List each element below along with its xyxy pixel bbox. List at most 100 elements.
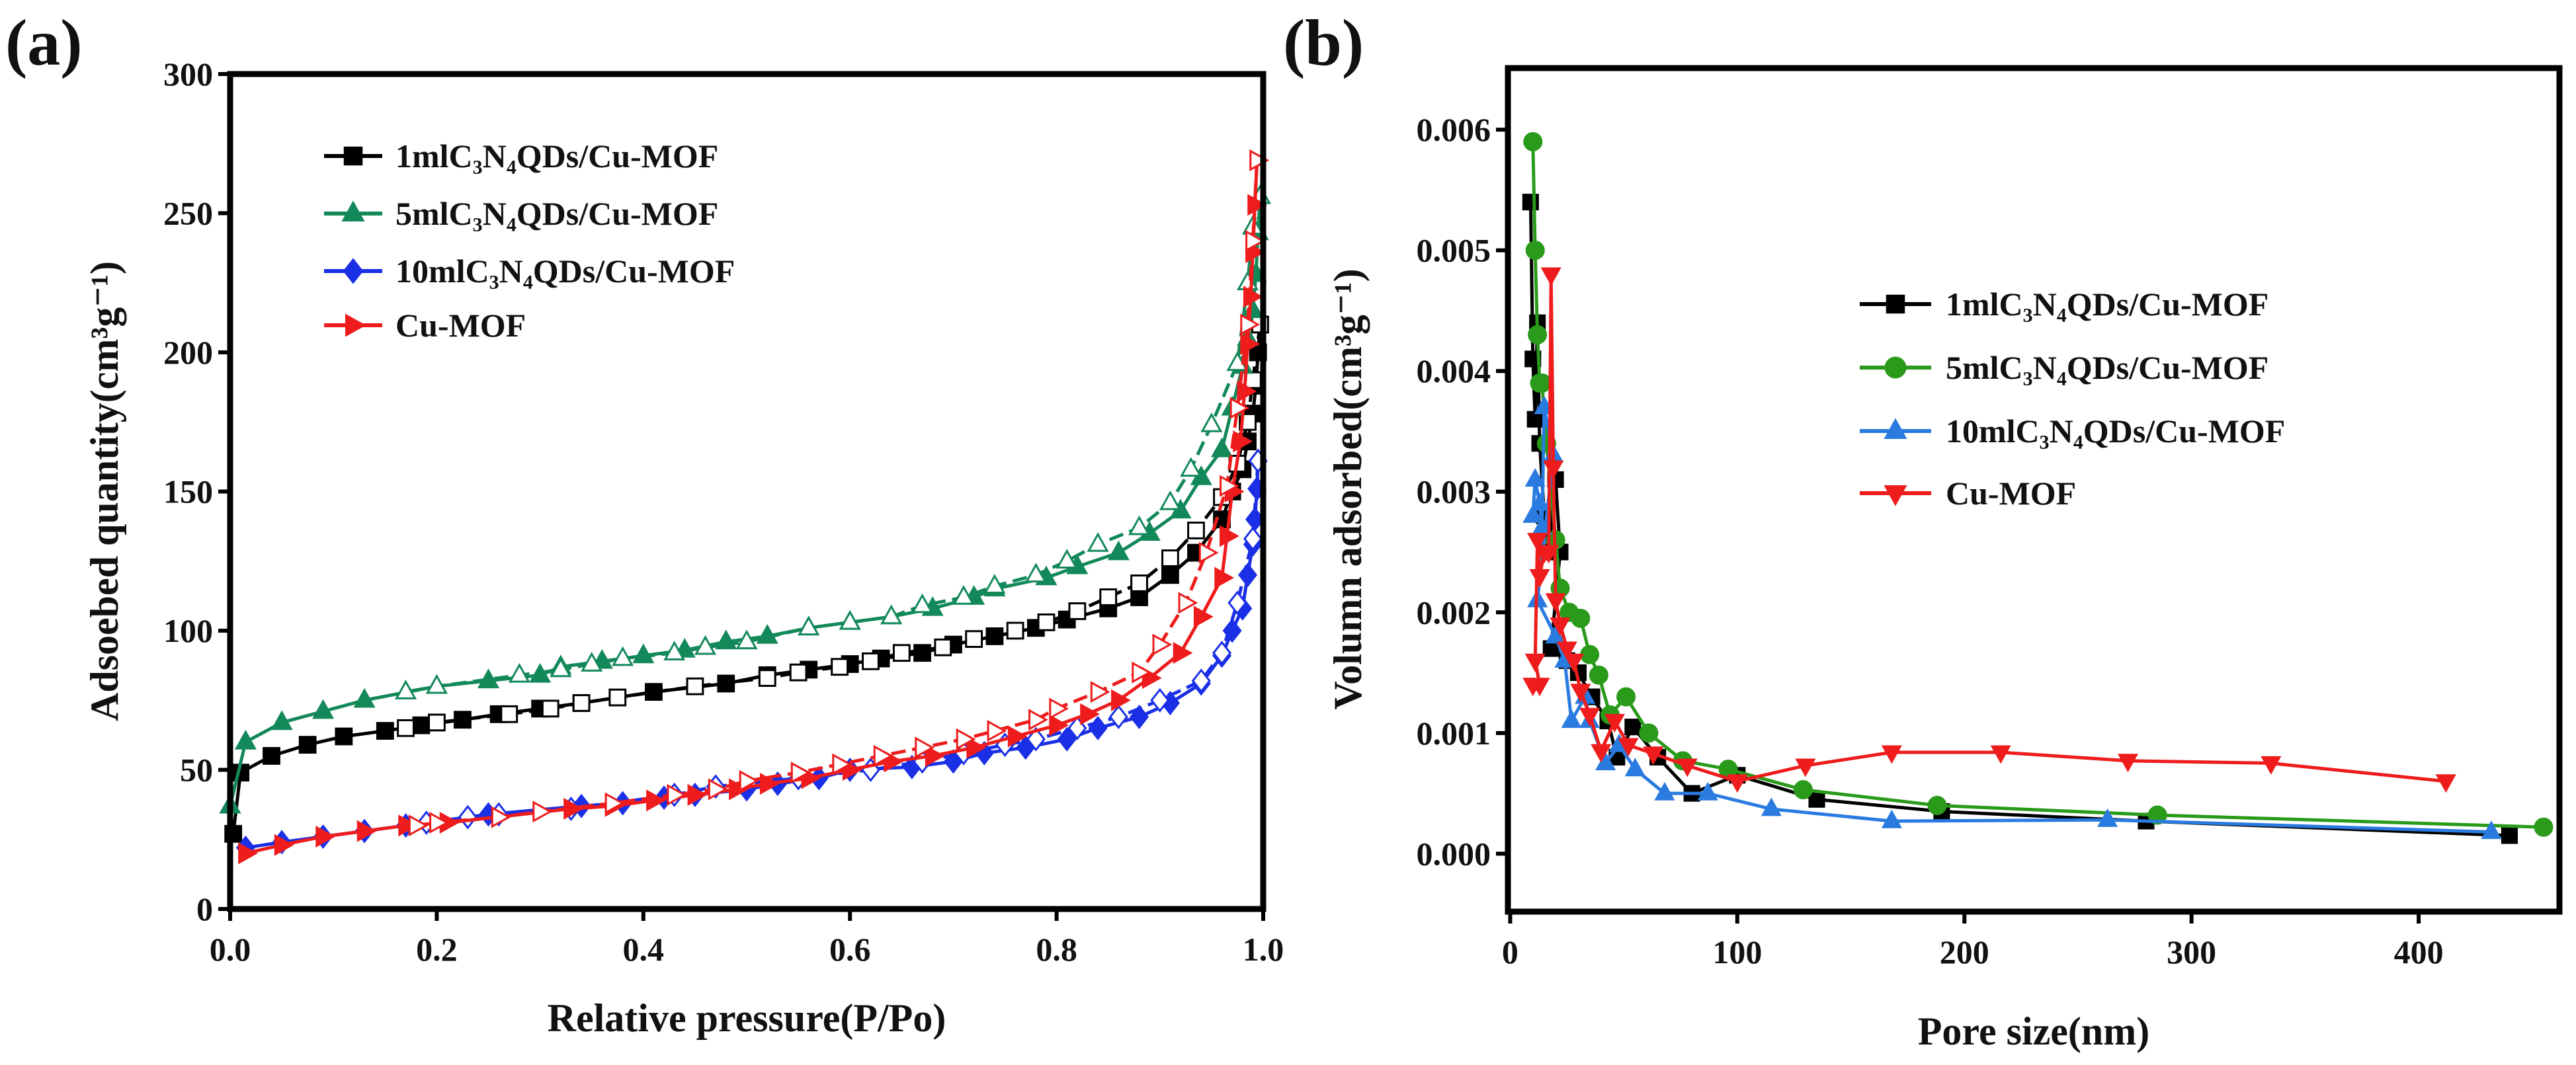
data-point xyxy=(550,657,572,678)
data-point xyxy=(1024,563,1047,583)
data-point xyxy=(1200,412,1223,432)
data-point xyxy=(1591,744,1612,763)
series-5mlc-n-qds-cu-mof-desorption xyxy=(394,184,1271,699)
series-10mlc-n-qds-cu-mof-desorption xyxy=(417,448,1268,836)
data-point xyxy=(572,694,591,712)
data-point xyxy=(1240,313,1261,336)
legend-label: 1mlC₃N₄QDs/Cu-MOF xyxy=(395,138,718,175)
data-point xyxy=(1210,437,1233,457)
legend-label: Cu-MOF xyxy=(395,307,526,344)
series-line xyxy=(415,160,1259,828)
data-point xyxy=(1727,774,1748,793)
data-point xyxy=(1198,541,1219,564)
data-point xyxy=(983,574,1006,594)
data-point xyxy=(1527,533,1548,552)
data-point xyxy=(1550,617,1571,636)
data-point xyxy=(2261,756,2282,775)
data-point xyxy=(1152,633,1173,656)
legend-marker-icon xyxy=(345,313,366,337)
legend-marker-icon xyxy=(343,146,363,166)
data-point xyxy=(1090,681,1110,703)
legend-item: 5mlC₃N₄QDs/Cu-MOF xyxy=(324,195,718,232)
panel-b-axes: 0 100 200 300 400 0.000 0.001 0.002 0.003 0.004 0.… xyxy=(1417,111,2444,970)
legend-marker-icon xyxy=(1884,485,1907,506)
data-point xyxy=(1525,241,1545,260)
data-point xyxy=(1227,590,1247,615)
data-point xyxy=(312,699,335,719)
panel-a-legend: 1mlC₃N₄QDs/Cu-MOF 5mlC₃N₄QDs/Cu-MOF 10mlC₃… xyxy=(324,138,735,344)
y-tick-label: 0.000 xyxy=(1417,835,1491,872)
data-point xyxy=(1178,592,1198,614)
data-point xyxy=(1214,567,1235,589)
y-tick-label: 150 xyxy=(163,473,213,510)
legend-label: 10mlC₃N₄QDs/Cu-MOF xyxy=(1946,413,2285,450)
data-point xyxy=(987,720,1007,742)
data-point xyxy=(1589,665,1608,685)
data-point xyxy=(739,769,759,792)
y-tick-label: 0.001 xyxy=(1417,715,1491,752)
x-tick-label: 0.8 xyxy=(1036,931,1077,968)
data-point xyxy=(1563,653,1585,672)
data-point xyxy=(798,615,820,636)
data-point xyxy=(1540,267,1561,286)
panel-b-legend: 1mlC₃N₄QDs/Cu-MOF 5mlC₃N₄QDs/Cu-MOF 10mlC₃… xyxy=(1860,286,2285,512)
data-point xyxy=(532,801,553,823)
data-point xyxy=(397,719,415,737)
data-point xyxy=(1193,606,1214,628)
data-point xyxy=(1187,522,1205,539)
data-point xyxy=(862,652,880,670)
legend-item: 5mlC₃N₄QDs/Cu-MOF xyxy=(1860,349,2268,386)
data-point xyxy=(1624,758,1645,777)
data-point xyxy=(1881,809,1902,828)
series-10mlc-n-qds-cu-mof-adsorption xyxy=(235,448,1268,860)
data-point xyxy=(735,629,758,650)
data-point xyxy=(458,805,478,830)
series-line xyxy=(1531,407,2492,834)
data-point xyxy=(356,820,377,842)
panel-b-y-axis-title: Volumn adsorbed(cm³g⁻¹) xyxy=(1326,268,1370,709)
legend-item: 1mlC₃N₄QDs/Cu-MOF xyxy=(324,138,718,175)
data-point xyxy=(1107,540,1130,561)
x-tick-label: 0.4 xyxy=(623,931,665,968)
series-1mlc-n-qds-cu-mof-desorption xyxy=(397,315,1269,737)
data-point xyxy=(1528,325,1548,344)
data-point xyxy=(1571,608,1591,628)
data-point xyxy=(1111,689,1131,711)
data-point xyxy=(1243,371,1262,389)
data-point xyxy=(708,778,728,801)
panel-a-label: (a) xyxy=(5,6,83,79)
data-point xyxy=(1618,738,1639,757)
data-point xyxy=(925,744,945,767)
data-point xyxy=(1881,745,1902,764)
data-point xyxy=(234,729,257,750)
data-point xyxy=(1088,715,1108,740)
y-tick-label: 0.005 xyxy=(1417,232,1491,269)
data-point xyxy=(1545,593,1566,612)
panel-a: (a) 0.0 0.2 0.4 0.6 0.8 1.0 0 50 100 150 200 250 300… xyxy=(5,6,1284,1040)
data-point xyxy=(398,814,419,837)
x-tick-label: 0 xyxy=(1502,933,1518,970)
y-tick-label: 250 xyxy=(163,195,213,232)
legend-marker-icon xyxy=(343,258,364,284)
data-point xyxy=(1159,490,1181,510)
data-point xyxy=(1220,525,1239,547)
panel-a-x-axis-title: Relative pressure(P/Po) xyxy=(548,996,946,1040)
data-point xyxy=(1130,574,1148,592)
data-point xyxy=(915,736,935,759)
data-point xyxy=(1616,687,1636,707)
data-point xyxy=(1697,781,1718,801)
data-point xyxy=(790,762,811,784)
series-cu-mof-adsorption xyxy=(238,149,1270,865)
data-point xyxy=(1529,678,1550,697)
series-line xyxy=(405,324,1262,730)
data-point xyxy=(2117,754,2139,773)
data-point xyxy=(1068,602,1087,620)
legend-item: 1mlC₃N₄QDs/Cu-MOF xyxy=(1860,286,2268,323)
y-tick-label: 0.004 xyxy=(1417,352,1491,389)
data-point xyxy=(1556,641,1577,660)
legend-label: 5mlC₃N₄QDs/Cu-MOF xyxy=(1946,349,2268,386)
data-point xyxy=(663,641,686,660)
data-point xyxy=(353,688,376,708)
data-point xyxy=(1522,504,1544,523)
